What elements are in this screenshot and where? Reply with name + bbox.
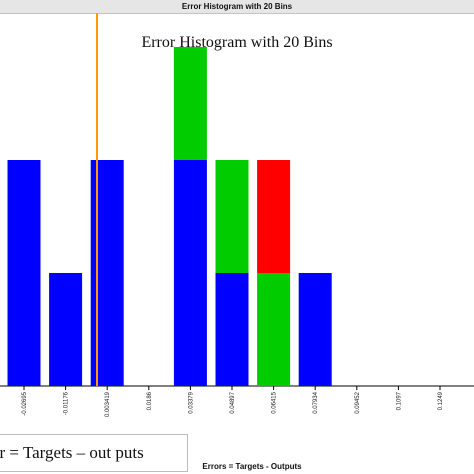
legend-text: or = Targets – out puts <box>0 443 144 462</box>
x-tick-label-8: 0.09452 <box>355 391 361 413</box>
x-tick-label-6: 0.06415 <box>272 391 278 413</box>
bar-training-7 <box>298 273 332 386</box>
x-ticks-group: -0.02695 -0.01176 0.003419 0.0186 0.03379 0.0… <box>22 386 444 417</box>
bar-validation-5 <box>215 160 249 273</box>
x-tick-label-1: -0.01176 <box>64 391 70 415</box>
window-title: Error Histogram with 20 Bins <box>181 2 293 11</box>
x-tick-label-9: 0.1097 <box>396 391 402 410</box>
bar-validation-4 <box>173 47 207 160</box>
bar-training-5 <box>215 273 249 386</box>
x-tick-label-7: 0.07934 <box>313 391 319 413</box>
bar-training-0 <box>7 160 41 386</box>
bars-group <box>7 47 332 386</box>
x-axis-label: Errors = Targets - Outputs <box>202 462 302 471</box>
window-title-bar: Error Histogram with 20 Bins <box>0 0 474 14</box>
bar-training-2 <box>90 160 124 386</box>
x-tick-label-2: 0.003419 <box>105 391 111 417</box>
x-tick-label-5: 0.04897 <box>230 391 236 413</box>
legend-box: or = Targets – out puts <box>0 434 188 472</box>
bar-validation-6 <box>257 273 291 386</box>
x-tick-label-3: 0.0186 <box>147 391 153 410</box>
x-tick-label-0: -0.02695 <box>22 391 28 415</box>
bar-training-1 <box>49 273 83 386</box>
chart-title: Error Histogram with 20 Bins <box>141 34 333 51</box>
bar-training-4 <box>173 160 207 386</box>
x-tick-label-4: 0.03379 <box>188 391 194 413</box>
x-tick-label-10: 0.1249 <box>438 391 444 410</box>
bar-test-6 <box>257 160 291 273</box>
